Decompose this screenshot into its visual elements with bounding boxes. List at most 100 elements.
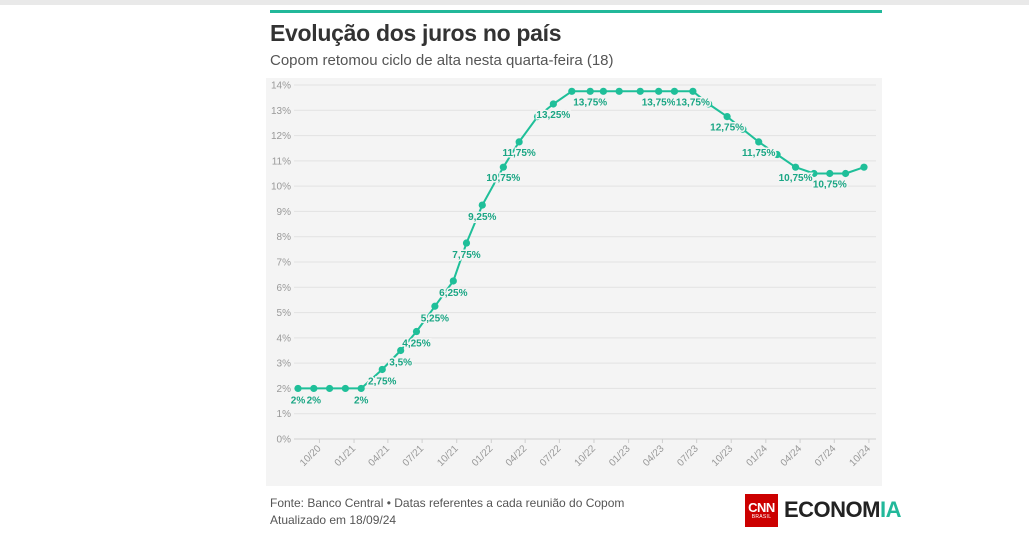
- data-point: [599, 87, 607, 95]
- x-tick-label: 04/22: [504, 443, 530, 469]
- economia-prefix: ECONOM: [784, 497, 881, 522]
- y-tick-label: 14%: [271, 81, 291, 92]
- updated-note: Atualizado em 18/09/24: [270, 513, 397, 527]
- y-tick-label: 11%: [272, 156, 291, 167]
- data-label: 4,25%: [402, 339, 430, 350]
- data-label: 2%: [291, 395, 306, 406]
- data-point: [689, 87, 697, 95]
- chart-subtitle: Copom retomou ciclo de alta nesta quarta…: [270, 52, 614, 69]
- y-tick-label: 8%: [277, 232, 292, 243]
- data-label: 11,75%: [502, 148, 535, 159]
- x-tick-label: 04/24: [779, 443, 805, 469]
- top-divider: [0, 0, 1029, 5]
- data-point: [615, 87, 623, 95]
- data-point: [810, 169, 818, 178]
- series-line: [298, 90, 865, 390]
- y-tick-label: 9%: [277, 207, 292, 218]
- data-point: [773, 150, 781, 159]
- data-point: [739, 125, 747, 133]
- data-point: [533, 113, 542, 121]
- x-tick-label: 10/22: [573, 443, 599, 469]
- data-label: 13,75%: [676, 97, 710, 108]
- plot-background: [266, 78, 882, 486]
- x-tick-label: 01/22: [470, 443, 496, 469]
- data-label: 13,75%: [573, 97, 607, 108]
- data-label: 10,75%: [813, 180, 847, 191]
- data-point: [462, 239, 471, 247]
- data-label: 11,75%: [742, 148, 775, 159]
- data-point: [449, 277, 457, 285]
- data-point: [294, 384, 302, 393]
- y-tick-label: 5%: [277, 308, 292, 319]
- data-label: 10,75%: [486, 173, 520, 184]
- economia-suffix: IA: [880, 497, 902, 522]
- data-label: 10,75%: [779, 173, 813, 184]
- data-point: [378, 365, 386, 374]
- x-tick-label: 10/21: [435, 443, 461, 469]
- y-tick-label: 2%: [277, 384, 292, 395]
- data-label: 6,25%: [439, 288, 467, 299]
- data-point: [478, 201, 486, 209]
- data-point: [499, 163, 507, 171]
- data-label: 3,5%: [389, 358, 412, 369]
- y-tick-label: 10%: [271, 182, 291, 193]
- data-point: [549, 100, 557, 108]
- x-tick-label: 01/23: [607, 443, 633, 469]
- data-point: [325, 384, 334, 393]
- y-tick-label: 4%: [277, 333, 292, 344]
- y-tick-label: 3%: [277, 359, 292, 370]
- y-tick-label: 0%: [277, 435, 292, 446]
- data-point: [791, 163, 800, 171]
- x-tick-label: 01/21: [333, 443, 359, 469]
- x-tick-label: 04/23: [641, 443, 667, 469]
- chart-card: Evolução dos juros no país Copom retomou…: [264, 8, 902, 536]
- data-point: [860, 163, 868, 171]
- y-tick-label: 12%: [271, 131, 291, 142]
- x-tick-label: 07/24: [813, 443, 839, 469]
- data-label: 2%: [307, 395, 322, 406]
- y-tick-label: 1%: [277, 409, 292, 420]
- data-label: 7,75%: [452, 250, 480, 261]
- data-point: [670, 87, 679, 95]
- x-tick-label: 10/20: [298, 443, 324, 469]
- data-point: [723, 113, 731, 121]
- x-tick-label: 07/21: [401, 443, 427, 469]
- y-tick-label: 7%: [277, 258, 292, 269]
- data-label: 12,75%: [710, 123, 744, 134]
- data-point: [755, 138, 763, 146]
- data-label: 2,75%: [368, 376, 396, 387]
- rate-line-chart: 0% 1% 2% 3% 4% 5% 6% 7% 8% 9% 10% 11% 12% 13% 14% 10/20…: [271, 81, 876, 469]
- data-label: 2%: [354, 395, 369, 406]
- data-point: [357, 384, 365, 393]
- cnn-logo-subtext: BRASIL: [751, 514, 772, 520]
- data-point: [515, 138, 523, 146]
- x-tick-label: 07/22: [538, 443, 564, 469]
- data-point: [412, 327, 421, 336]
- x-tick-label: 01/24: [744, 443, 770, 469]
- data-point: [655, 87, 663, 95]
- data-point: [705, 100, 713, 108]
- y-tick-label: 13%: [271, 106, 291, 117]
- data-point: [636, 87, 644, 95]
- x-tick-label: 10/23: [710, 443, 736, 469]
- source-note: Fonte: Banco Central • Datas referentes …: [270, 496, 625, 510]
- economia-wordmark: ECONOMIA: [784, 497, 902, 523]
- data-point: [568, 87, 576, 95]
- data-point: [397, 346, 405, 355]
- data-point: [826, 169, 834, 178]
- data-point: [341, 384, 349, 393]
- cnn-logo-text: CNN: [748, 500, 775, 515]
- x-tick-label: 10/24: [848, 443, 874, 469]
- cnn-logo: CNN BRASIL: [745, 494, 778, 527]
- data-point: [431, 302, 439, 310]
- data-label: 13,25%: [536, 110, 570, 121]
- data-label: 5,25%: [421, 313, 449, 324]
- data-point: [310, 384, 318, 393]
- x-tick-label: 04/21: [367, 443, 393, 469]
- accent-bar: [270, 10, 882, 13]
- x-tick-label: 07/23: [675, 443, 701, 469]
- data-label: 9,25%: [468, 212, 496, 223]
- chart-title: Evolução dos juros no país: [270, 20, 562, 46]
- data-label: 13,75%: [642, 97, 676, 108]
- data-point: [586, 87, 594, 95]
